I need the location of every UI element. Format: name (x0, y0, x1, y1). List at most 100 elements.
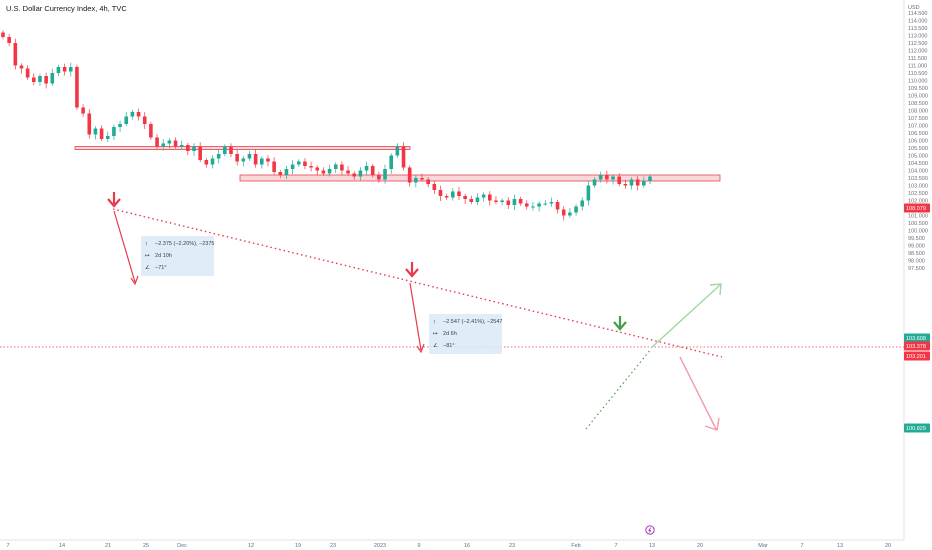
candle-body (481, 194, 486, 198)
x-tick-label: 16 (464, 543, 470, 549)
lower-resistance-zone[interactable] (239, 174, 721, 182)
candle-body (235, 154, 239, 162)
candle-body (75, 67, 79, 108)
candle-body (414, 178, 418, 183)
bullish-projection-arrow (650, 283, 722, 349)
candle-body (204, 160, 209, 165)
x-tick-label: 13 (649, 543, 655, 549)
candle-body (611, 176, 615, 180)
candle-body (629, 179, 634, 186)
measure-1-line (113, 210, 136, 283)
bearish-projection-arrow (679, 356, 720, 431)
sell-arrow-1 (107, 192, 121, 208)
measure-icon: ↕ (433, 319, 436, 325)
ascending-trendline[interactable] (585, 348, 652, 430)
descending-trendline[interactable] (112, 208, 723, 358)
y-tick-label: 108.000 (908, 109, 928, 115)
price-tag: 100.829 (904, 423, 930, 433)
candle-body (605, 175, 609, 180)
candle-body (93, 128, 98, 135)
candle-body (149, 124, 153, 138)
candle-body (438, 190, 443, 196)
y-tick-label: 98.000 (908, 259, 925, 265)
x-tick-label: 7 (800, 543, 803, 549)
candle-body (506, 200, 511, 205)
x-tick-label: 23 (509, 543, 515, 549)
y-tick-label: 109.500 (908, 86, 928, 92)
candle-body (561, 209, 566, 216)
y-tick-label-top: 114.500 (908, 11, 927, 17)
candle-body (457, 191, 461, 196)
measure-text: 2d 6h (443, 331, 457, 337)
buy-signal-arrow (613, 316, 627, 331)
candle-body (469, 199, 474, 202)
candlestick-series (1, 30, 652, 221)
candle-body (32, 77, 36, 82)
candle-body (56, 67, 61, 73)
candle-body (161, 143, 166, 147)
candle-body (500, 200, 504, 202)
candle-body (426, 179, 430, 184)
candle-body (475, 197, 480, 202)
measure-icon: ∠ (433, 342, 438, 349)
candle-body (352, 173, 357, 177)
x-tick-label: 12 (248, 543, 254, 549)
price-tag: 103.201 (904, 351, 930, 361)
candle-body (494, 200, 498, 202)
candle-body (635, 179, 640, 186)
candle-body (346, 170, 350, 174)
candle-body (512, 199, 517, 205)
y-tick-label: 97.500 (908, 266, 925, 272)
measure-text: −2.547 (−2.41%), −2547 (443, 319, 502, 325)
candle-body (142, 116, 147, 124)
x-tick-label: 7 (6, 543, 9, 549)
candle-body (543, 203, 548, 205)
candle-body (290, 164, 295, 169)
candle-body (487, 194, 492, 201)
candle-body (364, 166, 369, 171)
y-tick-label: 101.000 (908, 214, 928, 220)
svg-text:108.079: 108.079 (906, 206, 926, 212)
x-tick-label: 14 (59, 543, 65, 549)
measure-icon: ↦ (433, 331, 438, 337)
candle-body (598, 175, 603, 180)
candle-body (112, 127, 116, 136)
candle-body (524, 203, 529, 207)
x-tick-label: 23 (330, 543, 336, 549)
candle-body (44, 76, 48, 84)
candle-body (118, 124, 122, 127)
measure-text: −71° (155, 265, 167, 271)
y-tick-label: 107.500 (908, 116, 928, 122)
candle-body (87, 113, 92, 135)
candle-body (198, 146, 202, 160)
y-tick-label: 102.500 (908, 191, 928, 197)
candle-body (395, 146, 400, 156)
x-tick-label: 25 (143, 543, 149, 549)
candle-body (370, 166, 375, 175)
candle-body (531, 206, 535, 208)
candle-body (333, 164, 338, 169)
candle-body (155, 137, 159, 147)
candle-body (38, 76, 42, 82)
candle-body (278, 172, 283, 175)
y-tick-label: 108.500 (908, 101, 928, 107)
candle-body (229, 146, 233, 154)
price-tag: 103.608 (904, 333, 930, 343)
candle-body (272, 161, 276, 172)
candle-body (266, 158, 270, 162)
candle-body (444, 196, 449, 198)
y-tick-label: 98.500 (908, 251, 925, 257)
x-tick-label: 20 (697, 543, 703, 549)
upper-resistance-zone[interactable] (74, 146, 411, 150)
event-marker-icon[interactable] (645, 525, 655, 535)
candle-body (68, 67, 73, 72)
candle-body (383, 169, 387, 180)
y-tick-label: 106.500 (908, 131, 928, 137)
candle-body (648, 176, 652, 181)
candle-body (81, 107, 85, 114)
candle-body (518, 199, 523, 204)
candle-body (592, 179, 597, 186)
candle-body (13, 43, 18, 66)
measure-icon: ∠ (145, 264, 150, 271)
